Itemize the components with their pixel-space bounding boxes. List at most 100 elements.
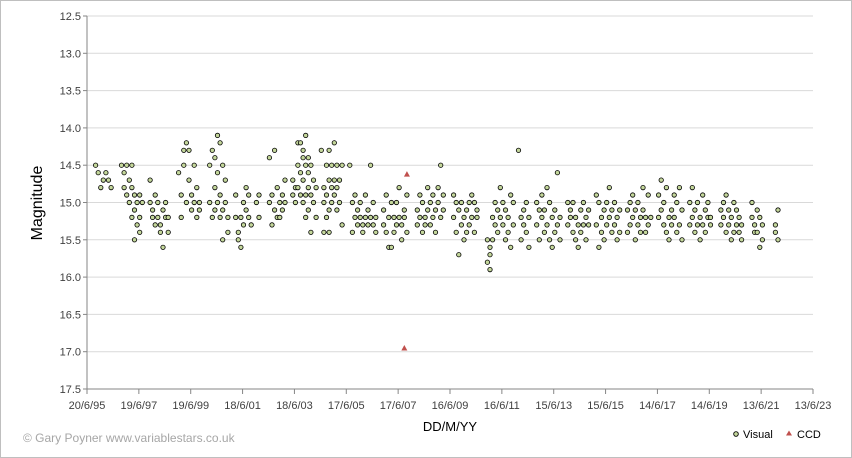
- visual-point: [321, 185, 327, 191]
- visual-point: [611, 222, 618, 228]
- visual-point: [487, 252, 493, 258]
- y-tick-label: 15.0: [60, 198, 81, 210]
- visual-point: [352, 192, 358, 198]
- visual-point: [326, 229, 332, 235]
- visual-point: [726, 207, 732, 213]
- y-tick-label: 17.0: [60, 347, 81, 359]
- visual-point: [217, 140, 223, 146]
- visual-point: [640, 207, 646, 213]
- visual-point: [370, 199, 376, 206]
- y-tick-label: 13.5: [60, 86, 81, 98]
- visual-point: [432, 229, 439, 235]
- visual-point: [718, 222, 724, 228]
- visual-point: [196, 199, 202, 206]
- visual-point: [759, 222, 766, 228]
- visual-point: [152, 222, 158, 228]
- visual-point: [235, 229, 241, 235]
- visual-point: [396, 214, 402, 220]
- visual-point: [700, 222, 706, 228]
- visual-point: [279, 207, 285, 213]
- visual-point: [155, 199, 161, 206]
- visual-point: [655, 214, 662, 220]
- visual-point: [671, 192, 677, 198]
- visual-point: [300, 147, 306, 153]
- visual-point: [544, 222, 550, 228]
- visual-point: [380, 222, 387, 228]
- visual-point: [632, 207, 638, 213]
- visual-point: [277, 199, 283, 206]
- visual-point: [611, 199, 618, 206]
- visual-point: [396, 185, 402, 191]
- visual-point: [674, 199, 680, 206]
- visual-point: [305, 155, 311, 161]
- visual-point: [759, 237, 766, 243]
- y-tick-label: 16.5: [60, 309, 81, 321]
- legend: Visual CCD: [733, 429, 821, 441]
- visual-point: [186, 177, 192, 183]
- visual-point: [196, 207, 202, 213]
- visual-point: [567, 214, 574, 220]
- visual-point: [614, 237, 620, 243]
- x-axis-title: DD/M/YY: [423, 419, 478, 434]
- visual-point: [642, 229, 649, 235]
- y-tick-label: 15.5: [60, 235, 81, 247]
- visual-point: [181, 162, 187, 168]
- visual-point: [505, 214, 511, 220]
- visual-point: [360, 222, 366, 228]
- visual-point: [624, 229, 631, 235]
- visual-point: [676, 185, 683, 191]
- visual-point: [334, 162, 340, 168]
- visual-point: [137, 229, 143, 235]
- visual-point: [453, 199, 459, 206]
- visual-point: [326, 147, 332, 153]
- visual-point: [666, 237, 672, 243]
- visual-point: [297, 170, 304, 176]
- visual-point: [637, 214, 644, 220]
- visual-point: [552, 229, 558, 235]
- visual-point: [305, 185, 311, 191]
- visual-point: [557, 214, 563, 220]
- visual-point: [456, 252, 462, 258]
- visual-point: [658, 177, 664, 183]
- visual-point: [453, 229, 459, 235]
- visual-point: [331, 140, 337, 146]
- visual-point: [178, 214, 184, 220]
- visual-point: [609, 229, 615, 235]
- visual-point: [583, 237, 589, 243]
- visual-point: [214, 170, 221, 176]
- visual-point: [157, 222, 163, 228]
- visual-point: [630, 192, 636, 198]
- x-tick-label: 17/6/05: [328, 400, 365, 412]
- visual-point: [495, 207, 501, 213]
- visual-point: [679, 207, 685, 213]
- visual-point: [329, 162, 335, 168]
- visual-point: [380, 207, 387, 213]
- visual-point: [635, 222, 641, 228]
- visual-point: [222, 177, 228, 183]
- visual-series: [93, 132, 781, 273]
- visual-point: [687, 199, 693, 206]
- visual-point: [557, 237, 563, 243]
- visual-point: [160, 207, 166, 213]
- y-tick-label: 14.0: [60, 123, 81, 135]
- visual-point: [534, 199, 540, 206]
- visual-point: [723, 229, 729, 235]
- visual-point: [183, 199, 189, 206]
- visual-point: [181, 147, 187, 153]
- visual-point: [235, 237, 241, 243]
- visual-point: [191, 162, 197, 168]
- visual-point: [354, 207, 361, 213]
- visual-point: [131, 192, 138, 198]
- visual-point: [661, 222, 667, 228]
- y-tick-label: 13.0: [60, 48, 81, 60]
- visual-point: [458, 199, 464, 206]
- visual-point: [220, 207, 226, 213]
- visual-point: [565, 222, 571, 228]
- visual-point: [290, 177, 296, 183]
- visual-point: [300, 199, 306, 206]
- visual-point: [310, 199, 317, 206]
- visual-point: [362, 214, 368, 220]
- visual-point: [526, 244, 532, 250]
- visual-point: [388, 199, 394, 206]
